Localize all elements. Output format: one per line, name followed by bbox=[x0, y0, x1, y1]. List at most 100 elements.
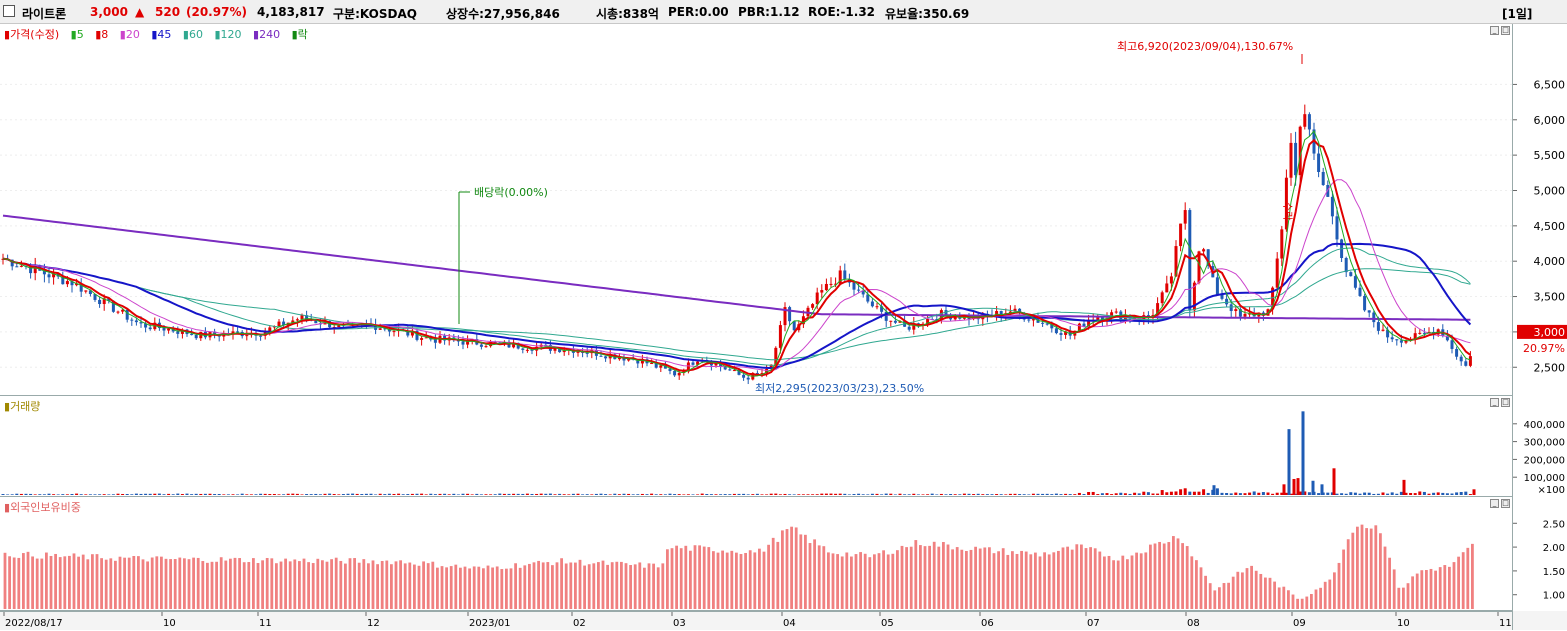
foreign-bar bbox=[1057, 550, 1060, 609]
foreign-maximize-button[interactable]: □ bbox=[1501, 499, 1510, 508]
foreign-tick-label: 1.00 bbox=[1543, 591, 1565, 602]
volume-bar bbox=[829, 493, 833, 495]
volume-bar bbox=[599, 493, 603, 495]
candle-body bbox=[259, 335, 263, 337]
foreign-bar bbox=[334, 557, 338, 609]
volume-bar bbox=[61, 494, 65, 495]
foreign-bar bbox=[49, 555, 53, 609]
volume-bar bbox=[1137, 493, 1141, 495]
legend-ma45[interactable]: ▮45 bbox=[151, 28, 172, 41]
chart-select-checkbox[interactable] bbox=[3, 5, 15, 17]
candle-body bbox=[79, 283, 83, 292]
volume-bar bbox=[84, 494, 88, 495]
volume-bar bbox=[213, 494, 217, 495]
candle-body bbox=[962, 314, 966, 319]
legend-ma60[interactable]: ▮60 bbox=[182, 28, 203, 41]
foreign-bar bbox=[675, 545, 678, 609]
volume-chart-svg bbox=[1, 411, 1476, 495]
legend-ma8[interactable]: ▮8 bbox=[95, 28, 109, 41]
candle-body bbox=[374, 324, 378, 330]
volume-bar bbox=[1284, 492, 1288, 495]
foreign-bar bbox=[1080, 544, 1083, 609]
volume-bar bbox=[585, 494, 589, 495]
volume-bar bbox=[866, 494, 870, 495]
foreign-minimize-button[interactable]: _ bbox=[1490, 499, 1499, 508]
foreign-bar bbox=[670, 548, 674, 609]
volume-bar bbox=[1110, 494, 1114, 495]
legend-price[interactable]: ▮가격(수정) bbox=[4, 28, 60, 41]
foreign-bar bbox=[518, 567, 522, 609]
candle-body bbox=[52, 273, 56, 278]
foreign-pane[interactable]: ▮외국인보유비중 _ □ bbox=[0, 497, 1512, 611]
volume-bar bbox=[401, 494, 405, 495]
pane-maximize-button[interactable]: □ bbox=[1501, 26, 1510, 35]
stock-name[interactable]: 라이트론 bbox=[22, 7, 67, 21]
foreign-bar bbox=[578, 559, 582, 609]
volume-bar bbox=[1027, 494, 1031, 495]
volume-bar bbox=[1234, 492, 1238, 495]
foreign-bar bbox=[684, 545, 688, 609]
candle-body bbox=[1082, 323, 1086, 327]
volume-bar bbox=[1468, 494, 1472, 495]
legend-dividend[interactable]: ▮락 bbox=[291, 28, 308, 41]
candle-body bbox=[84, 290, 88, 292]
volume-maximize-button[interactable]: □ bbox=[1501, 398, 1510, 407]
foreign-bar bbox=[210, 561, 214, 609]
foreign-bar bbox=[1383, 546, 1387, 609]
candle-body bbox=[1234, 309, 1238, 312]
candle-body bbox=[691, 362, 695, 365]
candle-body bbox=[148, 327, 152, 330]
volume-pane[interactable]: ▮거래량 _ □ bbox=[0, 396, 1512, 497]
price-chart-svg: 최고6,920(2023/09/04),130.67% 최저2,295(2023/… bbox=[0, 40, 1512, 395]
candle-body bbox=[305, 315, 309, 320]
candle-body bbox=[1059, 333, 1063, 335]
foreign-bar bbox=[100, 558, 103, 609]
foreign-bar bbox=[610, 562, 614, 609]
volume-bar bbox=[1077, 492, 1081, 495]
period-selector[interactable]: [1일] bbox=[1502, 7, 1533, 21]
foreign-bar bbox=[495, 566, 499, 609]
candle-body bbox=[415, 330, 419, 340]
volume-bar bbox=[893, 494, 897, 495]
volume-bar bbox=[300, 494, 304, 495]
volume-bar bbox=[1119, 492, 1123, 495]
price-tick-label: 2,500 bbox=[1534, 361, 1566, 374]
volume-bar bbox=[378, 493, 382, 495]
foreign-bar bbox=[1236, 571, 1240, 609]
volume-bar bbox=[1018, 494, 1022, 495]
volume-bar bbox=[1188, 491, 1192, 495]
volume-bar bbox=[1422, 491, 1426, 495]
foreign-bar bbox=[288, 561, 292, 609]
foreign-bar bbox=[431, 561, 435, 609]
volume-bar bbox=[811, 494, 815, 495]
candle-body bbox=[383, 328, 387, 330]
volume-bar bbox=[65, 494, 69, 495]
foreign-bar bbox=[629, 565, 632, 609]
volume-bar bbox=[1036, 493, 1040, 495]
volume-legend[interactable]: ▮거래량 bbox=[4, 400, 41, 413]
volume-bar bbox=[208, 493, 212, 495]
price-pane[interactable]: 최고6,920(2023/09/04),130.67% 최저2,295(2023/… bbox=[0, 24, 1512, 396]
volume-bar bbox=[1142, 491, 1146, 495]
foreign-bar bbox=[1107, 555, 1111, 609]
legend-ma120[interactable]: ▮120 bbox=[214, 28, 242, 41]
volume-bar bbox=[792, 494, 796, 495]
foreign-bar bbox=[1231, 576, 1235, 609]
candle-body bbox=[1050, 324, 1054, 329]
volume-minimize-button[interactable]: _ bbox=[1490, 398, 1499, 407]
change-percent: (20.97%) bbox=[186, 5, 247, 19]
pane-minimize-button[interactable]: _ bbox=[1490, 26, 1499, 35]
legend-ma240[interactable]: ▮240 bbox=[253, 28, 281, 41]
candle-body bbox=[562, 350, 566, 353]
legend-ma5[interactable]: ▮5 bbox=[70, 28, 84, 41]
candle-body bbox=[893, 320, 897, 323]
foreign-bar bbox=[95, 554, 99, 609]
candle-body bbox=[1395, 339, 1399, 341]
volume-bar bbox=[157, 493, 161, 495]
foreign-bar bbox=[1070, 549, 1074, 609]
candle-body bbox=[1349, 272, 1353, 277]
candle-body bbox=[75, 283, 79, 286]
foreign-legend[interactable]: ▮외국인보유비중 bbox=[4, 501, 81, 514]
foreign-bar bbox=[1213, 590, 1217, 609]
legend-ma20[interactable]: ▮20 bbox=[119, 28, 140, 41]
